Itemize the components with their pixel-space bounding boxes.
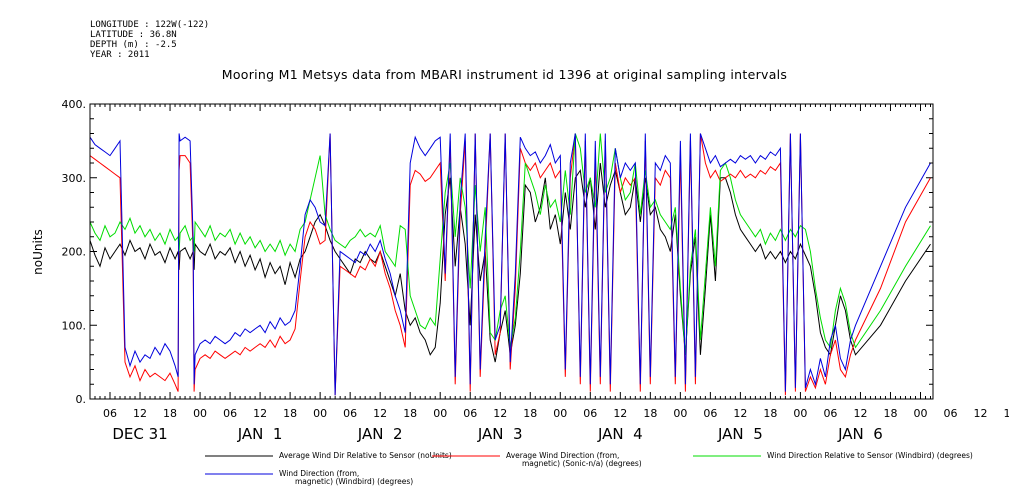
metadata-block: LONGITUDE : 122W(-122) LATITUDE : 36.8N … bbox=[90, 20, 209, 60]
x-tick-label: 18 bbox=[763, 407, 777, 420]
meta-latitude: LATITUDE : 36.8N bbox=[90, 30, 177, 40]
series-line-4 bbox=[89, 133, 931, 396]
x-axis: 06 12 18 00 06 12 18 00 06 12 18 00 06 12 18 00 06 12 18 00… bbox=[89, 104, 1009, 443]
series-line-3 bbox=[89, 133, 931, 355]
x-tick-label: 06 bbox=[703, 407, 717, 420]
x-tick-label: 12 bbox=[613, 407, 627, 420]
legend-label: Average Wind Direction (from, bbox=[506, 451, 619, 460]
y-axis: 0. 100. 200. 300. 400. bbox=[62, 98, 933, 406]
x-tick-label: 00 bbox=[193, 407, 207, 420]
x-tick-label: 12 bbox=[133, 407, 147, 420]
x-tick-label: 00 bbox=[673, 407, 687, 420]
x-tick-label: 06 bbox=[223, 407, 237, 420]
x-tick-label: 18 bbox=[403, 407, 417, 420]
chart-title: Mooring M1 Metsys data from MBARI instru… bbox=[221, 67, 788, 82]
y-tick-label: 400. bbox=[62, 98, 87, 111]
x-tick-label: 12 bbox=[493, 407, 507, 420]
x-tick-label: 00 bbox=[553, 407, 567, 420]
y-axis-label: noUnits bbox=[31, 229, 45, 275]
legend-label: magnetic) (Sonic-n/a) (degrees) bbox=[522, 459, 642, 468]
y-tick-label: 100. bbox=[62, 319, 87, 332]
x-tick-label: 18 bbox=[163, 407, 177, 420]
x-tick-label: 06 bbox=[823, 407, 837, 420]
meta-longitude: LONGITUDE : 122W(-122) bbox=[90, 20, 210, 30]
y-tick-label: 0. bbox=[76, 393, 87, 406]
x-tick-label: 18 bbox=[523, 407, 537, 420]
legend-item-1: Average Wind Dir Relative to Sensor (noU… bbox=[205, 451, 452, 460]
legend-label: Average Wind Dir Relative to Sensor (noU… bbox=[279, 451, 452, 460]
x-day-label: JAN 4 bbox=[597, 425, 643, 443]
legend-item-4: Wind Direction (from,magnetic) (Windbird… bbox=[205, 469, 413, 486]
x-tick-label: 12 bbox=[733, 407, 747, 420]
x-tick-label: 06 bbox=[463, 407, 477, 420]
meta-depth: DEPTH (m) : -2.5 bbox=[90, 40, 177, 50]
x-tick-label: 00 bbox=[793, 407, 807, 420]
x-day-label: JAN 6 bbox=[837, 425, 883, 443]
x-tick-label: 00 bbox=[313, 407, 327, 420]
series-line-2 bbox=[89, 133, 931, 396]
y-tick-label: 300. bbox=[62, 172, 87, 185]
x-tick-label: 06 bbox=[583, 407, 597, 420]
x-tick-label: 00 bbox=[433, 407, 447, 420]
x-tick-label: 06 bbox=[944, 407, 958, 420]
legend-label: Wind Direction (from, bbox=[279, 469, 359, 478]
legend-item-3: Wind Direction Relative to Sensor (Windb… bbox=[693, 451, 973, 460]
legend-label: Wind Direction Relative to Sensor (Windb… bbox=[767, 451, 973, 460]
legend-label: magnetic) (Windbird) (degrees) bbox=[295, 477, 413, 486]
x-tick-label: 12 bbox=[253, 407, 267, 420]
series-lines bbox=[89, 133, 931, 396]
meta-year: YEAR : 2011 bbox=[90, 50, 150, 60]
x-tick-label: 12 bbox=[853, 407, 867, 420]
x-tick-label: 06 bbox=[343, 407, 357, 420]
x-day-label: JAN 5 bbox=[717, 425, 763, 443]
x-day-label: JAN 3 bbox=[477, 425, 523, 443]
x-day-label: DEC 31 bbox=[112, 425, 167, 443]
x-tick-label: 06 bbox=[103, 407, 117, 420]
x-tick-label: 12 bbox=[974, 407, 988, 420]
y-tick-label: 200. bbox=[62, 246, 87, 259]
legend: Average Wind Dir Relative to Sensor (noU… bbox=[205, 451, 973, 486]
x-tick-label: 18 bbox=[1004, 407, 1009, 420]
x-tick-label: 12 bbox=[373, 407, 387, 420]
x-tick-label: 18 bbox=[283, 407, 297, 420]
x-tick-label: 18 bbox=[643, 407, 657, 420]
x-day-label: JAN 2 bbox=[357, 425, 403, 443]
x-day-label: JAN 1 bbox=[237, 425, 283, 443]
legend-item-2: Average Wind Direction (from,magnetic) (… bbox=[432, 451, 642, 468]
x-tick-label: 18 bbox=[883, 407, 897, 420]
series-line-1 bbox=[89, 162, 931, 363]
x-tick-label: 00 bbox=[913, 407, 927, 420]
